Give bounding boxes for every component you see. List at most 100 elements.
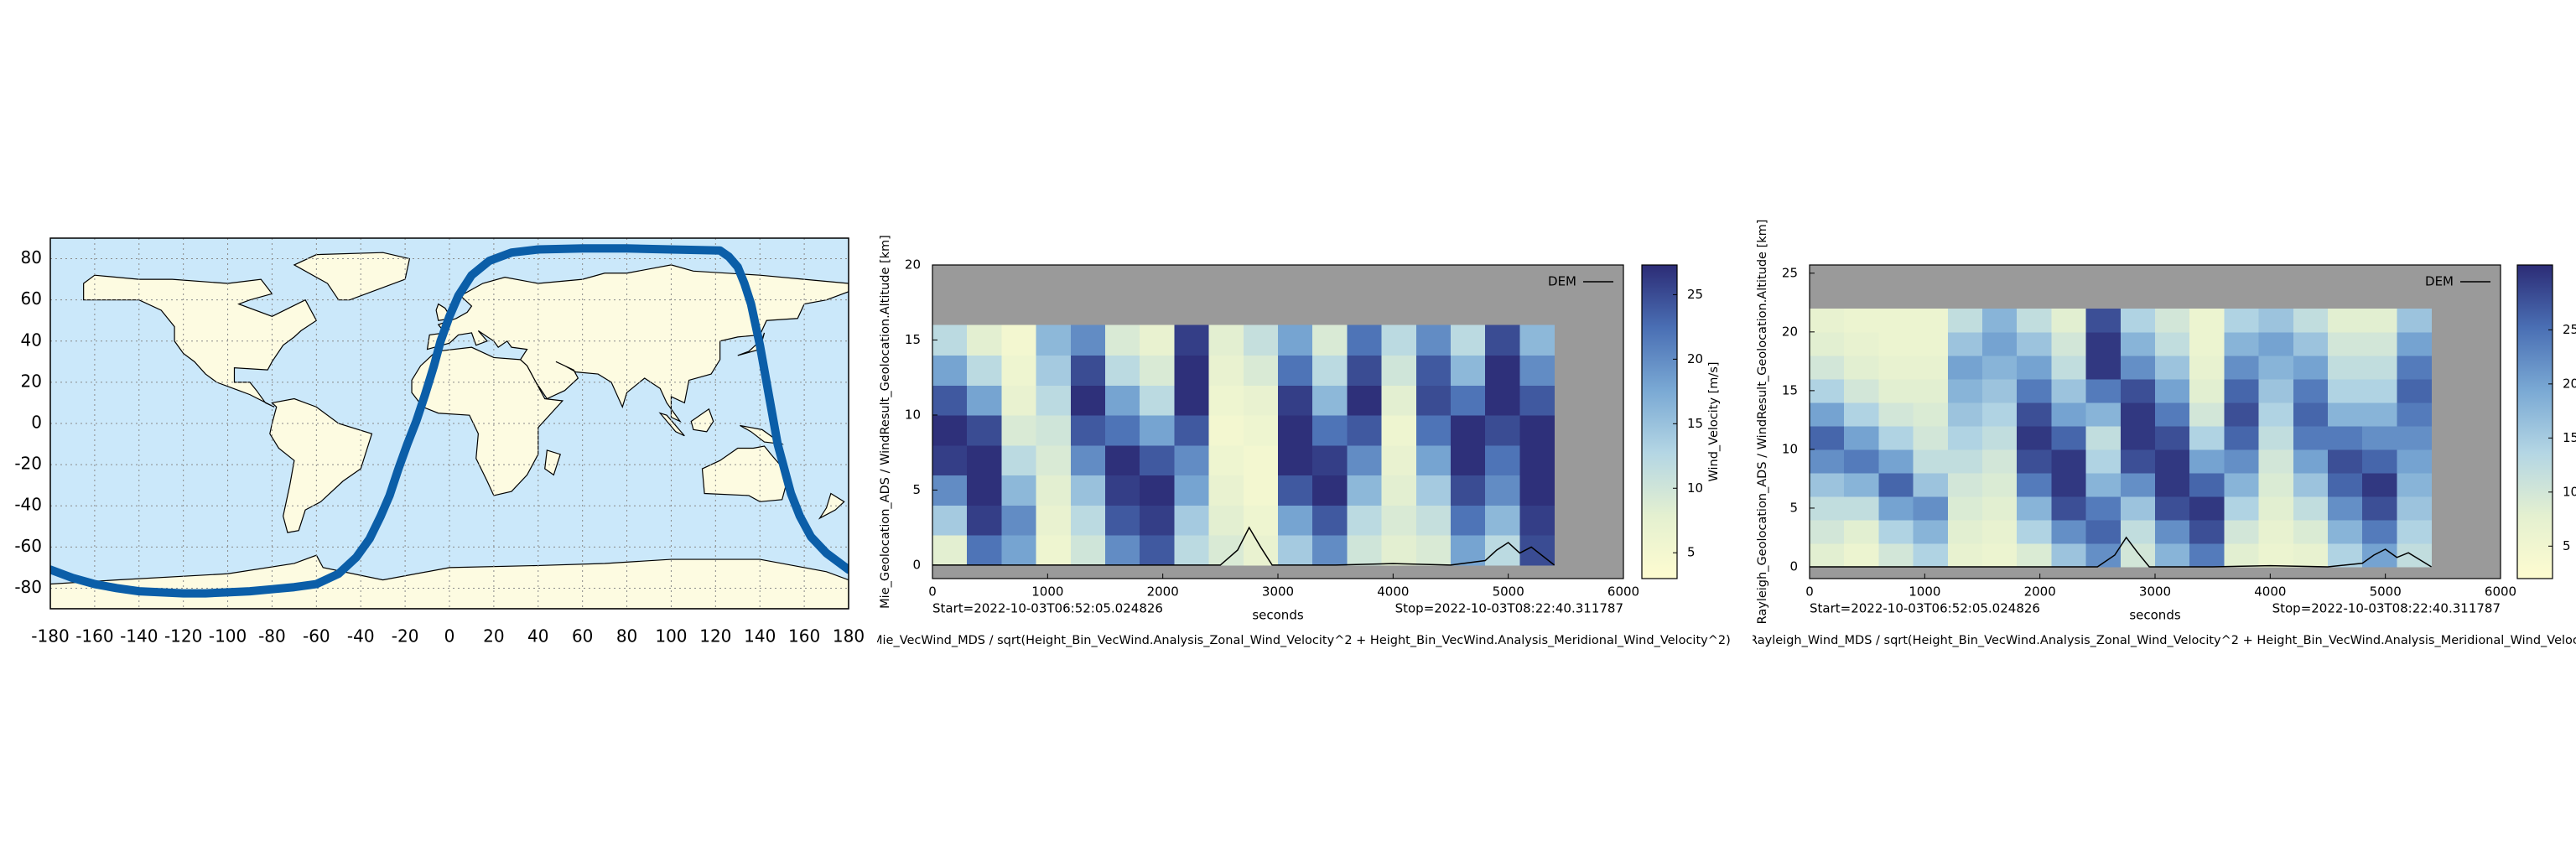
heat-cell bbox=[2293, 331, 2329, 356]
heat-cell bbox=[2328, 355, 2363, 380]
heat-cell bbox=[1278, 535, 1313, 566]
heat-cell bbox=[2155, 331, 2190, 356]
heat-cell bbox=[1485, 535, 1520, 566]
heat-cell bbox=[1105, 475, 1140, 506]
heat-cell bbox=[1878, 496, 1914, 521]
heat-cell bbox=[2224, 425, 2260, 450]
heat-cell bbox=[2397, 378, 2433, 403]
heat-cell bbox=[2258, 543, 2294, 568]
heat-cell bbox=[2328, 472, 2363, 497]
heat-cell bbox=[1243, 414, 1279, 446]
heat-cell bbox=[2293, 543, 2329, 568]
x-tick-label: 180 bbox=[833, 626, 865, 646]
heat-cell bbox=[1982, 308, 2018, 333]
heat-cell bbox=[1347, 505, 1383, 536]
heat-cell bbox=[2085, 308, 2122, 333]
colorbar-tick-label: 10 bbox=[2563, 484, 2576, 499]
heat-cell bbox=[2224, 496, 2260, 521]
heat-cell bbox=[2155, 449, 2190, 474]
sumatra bbox=[660, 413, 684, 436]
heat-cell bbox=[2293, 378, 2329, 403]
heat-cell bbox=[2293, 519, 2329, 544]
heat-cell bbox=[2397, 331, 2433, 356]
heat-cell bbox=[2224, 543, 2260, 568]
heat-cell bbox=[1519, 385, 1555, 416]
heat-cell bbox=[1278, 325, 1313, 356]
heat-cell bbox=[932, 535, 968, 566]
y-tick-label: 15 bbox=[1782, 382, 1798, 397]
heat-cell bbox=[2293, 402, 2329, 427]
heat-cell bbox=[932, 444, 968, 476]
heat-cell bbox=[2085, 519, 2122, 544]
heat-cell bbox=[2155, 519, 2190, 544]
heat-cell bbox=[2085, 425, 2122, 450]
madagascar bbox=[545, 450, 561, 475]
heat-cell bbox=[2258, 331, 2294, 356]
heat-cell bbox=[1485, 414, 1520, 446]
heat-cell bbox=[2051, 378, 2087, 403]
x-tick-label: 3000 bbox=[2139, 584, 2171, 600]
heat-cell bbox=[1243, 535, 1279, 566]
heat-cell bbox=[967, 385, 1002, 416]
heat-cell bbox=[1140, 414, 1175, 446]
heat-cell bbox=[1208, 355, 1244, 386]
heat-cell bbox=[1243, 325, 1279, 356]
heat-cell bbox=[1982, 402, 2018, 427]
y-tick-label: 5 bbox=[912, 482, 921, 497]
heat-cell bbox=[1243, 444, 1279, 476]
heat-cell bbox=[2328, 449, 2363, 474]
heat-cell bbox=[1381, 385, 1417, 416]
heat-cell bbox=[1140, 444, 1175, 476]
heat-cell bbox=[1140, 355, 1175, 386]
heat-cell bbox=[1878, 402, 1914, 427]
heat-cell bbox=[1208, 385, 1244, 416]
heat-cell bbox=[2224, 402, 2260, 427]
heat-cell bbox=[2155, 308, 2190, 333]
heat-cell bbox=[1208, 414, 1244, 446]
heat-cell bbox=[2397, 402, 2433, 427]
heat-cell bbox=[2085, 449, 2122, 474]
heat-cell bbox=[2155, 472, 2190, 497]
heat-cell bbox=[1810, 308, 1845, 333]
heat-cell bbox=[1844, 308, 1879, 333]
heat-cell bbox=[2293, 425, 2329, 450]
heat-cell bbox=[1947, 543, 1983, 568]
heat-cell bbox=[2189, 472, 2225, 497]
heat-cell bbox=[1381, 355, 1417, 386]
y-tick-label: 10 bbox=[1782, 441, 1798, 456]
heat-cell bbox=[1070, 535, 1106, 566]
heat-cell bbox=[1810, 425, 1845, 450]
y-axis-label: Mie_Geolocation_ADS / WindResult_Geoloca… bbox=[879, 235, 892, 609]
caption: Mie_VecWind_MDS / sqrt(Height_Bin_VecWin… bbox=[872, 634, 1731, 647]
heat-cell bbox=[1913, 331, 1949, 356]
heat-cell bbox=[2051, 355, 2087, 380]
heat-cell bbox=[1278, 475, 1313, 506]
orbit-track bbox=[50, 244, 849, 598]
heat-cell bbox=[1105, 355, 1140, 386]
heat-cell bbox=[1451, 444, 1486, 476]
heat-cell bbox=[1140, 505, 1175, 536]
x-tick-label: 160 bbox=[788, 626, 820, 646]
heat-cell bbox=[1913, 378, 1949, 403]
heat-cell bbox=[1519, 355, 1555, 386]
heat-cell bbox=[1001, 444, 1037, 476]
heat-cell bbox=[1278, 385, 1313, 416]
heat-cell bbox=[1036, 385, 1072, 416]
heat-cell bbox=[1001, 355, 1037, 386]
heat-cell bbox=[2224, 472, 2260, 497]
x-tick-label: 100 bbox=[655, 626, 687, 646]
heat-cell bbox=[2155, 355, 2190, 380]
heat-cell bbox=[1278, 444, 1313, 476]
dem-line bbox=[932, 526, 1555, 566]
heat-cell bbox=[2293, 496, 2329, 521]
heat-cell bbox=[1451, 505, 1486, 536]
colorbar-tick-label: 10 bbox=[1687, 480, 1703, 496]
heat-cell bbox=[1070, 325, 1106, 356]
heat-cell bbox=[1208, 475, 1244, 506]
heat-cell bbox=[1913, 449, 1949, 474]
heat-cell bbox=[1036, 414, 1072, 446]
x-axis-label: seconds bbox=[2129, 608, 2180, 623]
heat-cell bbox=[1347, 385, 1383, 416]
y-tick-label: 20 bbox=[21, 371, 42, 391]
y-axis-label: Rayleigh_Geolocation_ADS / WindResult_Ge… bbox=[1756, 220, 1769, 625]
